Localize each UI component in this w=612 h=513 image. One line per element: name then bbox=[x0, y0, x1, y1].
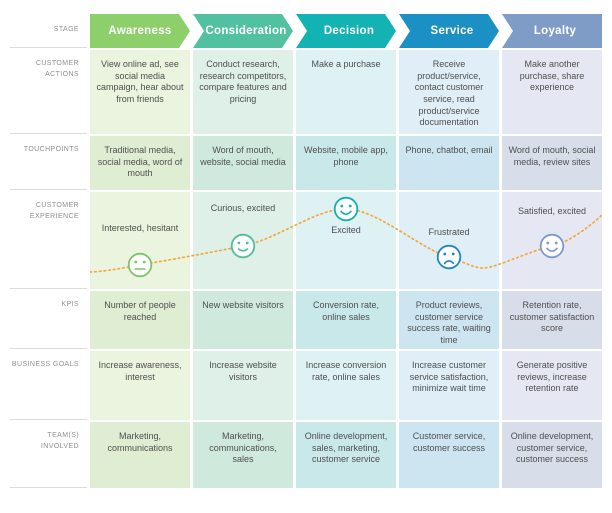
cell-touchpoints-loyalty: Word of mouth, social media, review site… bbox=[502, 136, 602, 190]
neutral-face-icon bbox=[127, 252, 153, 278]
experience-label-consideration: Curious, excited bbox=[210, 203, 276, 213]
row-label-kpis: KPIS bbox=[10, 291, 87, 349]
row-label-customer-actions: CUSTOMER ACTIONS bbox=[10, 50, 87, 134]
experience-label-awareness: Interested, hesitant bbox=[101, 223, 179, 233]
stage-header-service: Service bbox=[399, 14, 499, 48]
cell-goals-service: Increase customer service satisfaction, … bbox=[399, 351, 499, 420]
cell-touchpoints-service: Phone, chatbot, email bbox=[399, 136, 499, 190]
smiley-face-icon bbox=[333, 196, 359, 222]
cell-goals-consideration: Increase website visitors bbox=[193, 351, 293, 420]
satisfaction-curve-path bbox=[90, 208, 602, 273]
cell-actions-loyalty: Make another purchase, share experience bbox=[502, 50, 602, 134]
stage-header-decision: Decision bbox=[296, 14, 396, 48]
cell-touchpoints-awareness: Traditional media, social media, word of… bbox=[90, 136, 190, 190]
experience-label-service: Frustrated bbox=[428, 227, 470, 237]
experience-label-loyalty: Satisfied, excited bbox=[517, 206, 587, 216]
experience-label-decision: Excited bbox=[331, 225, 361, 235]
row-label-business-goals: BUSINESS GOALS bbox=[10, 351, 87, 420]
cell-goals-decision: Increase conversion rate, online sales bbox=[296, 351, 396, 420]
cell-actions-service: Receive product/service, contact custome… bbox=[399, 50, 499, 134]
smiley-face-icon bbox=[539, 233, 565, 259]
cell-goals-loyalty: Generate positive reviews, increase rete… bbox=[502, 351, 602, 420]
cell-goals-awareness: Increase awareness, interest bbox=[90, 351, 190, 420]
row-label-teams-involved: TEAM(S) INVOLVED bbox=[10, 422, 87, 488]
stage-header-consideration: Consideration bbox=[193, 14, 293, 48]
cell-touchpoints-consideration: Word of mouth, website, social media bbox=[193, 136, 293, 190]
cell-touchpoints-decision: Website, mobile app, phone bbox=[296, 136, 396, 190]
row-label-stage: STAGE bbox=[10, 14, 87, 48]
stage-header-awareness: Awareness bbox=[90, 14, 190, 48]
cell-kpis-loyalty: Retention rate, customer satisfaction sc… bbox=[502, 291, 602, 349]
cell-teams-loyalty: Online development, customer service, cu… bbox=[502, 422, 602, 488]
cell-actions-consideration: Conduct research, research competitors, … bbox=[193, 50, 293, 134]
cell-teams-consideration: Marketing, communications, sales bbox=[193, 422, 293, 488]
cell-kpis-service: Product reviews, customer service succes… bbox=[399, 291, 499, 349]
row-label-customer-experience: CUSTOMER EXPERIENCE bbox=[10, 192, 87, 289]
sad-face-icon bbox=[436, 244, 462, 270]
row-label-touchpoints: TOUCHPOINTS bbox=[10, 136, 87, 190]
stage-header-loyalty: Loyalty bbox=[502, 14, 602, 48]
cell-teams-awareness: Marketing, communications bbox=[90, 422, 190, 488]
cell-kpis-consideration: New website visitors bbox=[193, 291, 293, 349]
cell-actions-decision: Make a purchase bbox=[296, 50, 396, 134]
cell-kpis-awareness: Number of people reached bbox=[90, 291, 190, 349]
cell-kpis-decision: Conversion rate, online sales bbox=[296, 291, 396, 349]
cell-teams-decision: Online development, sales, marketing, cu… bbox=[296, 422, 396, 488]
cell-actions-awareness: View online ad, see social media campaig… bbox=[90, 50, 190, 134]
experience-curve-overlay: Interested, hesitant Curious, excited Ex… bbox=[90, 192, 602, 289]
slight-smile-face-icon bbox=[230, 233, 256, 259]
customer-journey-map: STAGE CUSTOMER ACTIONS TOUCHPOINTS CUSTO… bbox=[10, 14, 612, 488]
cell-teams-service: Customer service, customer success bbox=[399, 422, 499, 488]
experience-curve bbox=[90, 208, 602, 273]
